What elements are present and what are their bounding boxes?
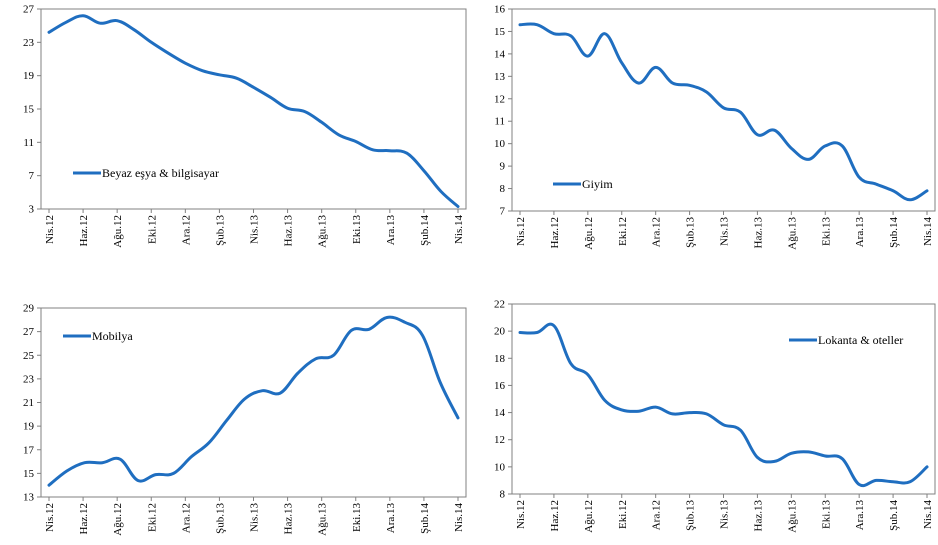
x-tick-label: Eki.13 [351, 215, 363, 245]
x-tick-label: Ağu.12 [583, 500, 595, 533]
x-tick-label: Ağu.12 [112, 503, 124, 536]
y-tick-label: 12 [494, 93, 505, 105]
y-tick-label: 15 [23, 468, 35, 480]
y-tick-label: 11 [23, 137, 34, 149]
x-tick-label: Şub.14 [419, 215, 431, 246]
y-tick-label: 20 [494, 326, 506, 338]
x-tick-label: Nis.14 [453, 215, 465, 245]
x-tick-label: Ağu.13 [786, 217, 798, 250]
x-tick-label: Ara.13 [385, 215, 397, 246]
legend-label: Giyim [582, 177, 613, 191]
x-tick-label: Ara.13 [854, 217, 866, 248]
x-tick-label: Ara.12 [180, 215, 192, 245]
y-tick-label: 7 [500, 206, 506, 218]
y-tick-label: 19 [23, 70, 35, 82]
x-tick-label: Eki.13 [351, 503, 363, 533]
x-tick-label: Şub.13 [214, 215, 226, 246]
x-tick-label: Ağu.13 [317, 503, 329, 536]
x-tick-label: Haz.12 [549, 217, 561, 248]
x-tick-label: Nis.13 [249, 215, 261, 245]
chart-panel-1: 3 7 11 15 19 23 27 Nis.12 Haz.12 Ağu.12 Eki.12 Ara.… [23, 4, 467, 248]
y-tick-label: 12 [494, 434, 505, 446]
y-tick-label: 23 [23, 373, 35, 385]
chart-panel-2: 7 8 9 10 11 12 13 14 15 16 Nis.12 Haz.12 Ağu.12 Eki.1… [494, 4, 936, 250]
y-tick-label: 19 [23, 421, 35, 433]
x-tick-label: Ağu.12 [583, 217, 595, 250]
chart-panel-4: 8 10 12 14 16 18 20 22 Nis.12 Haz.12 Ağu.12 Eki.12 A… [494, 299, 936, 533]
x-tick-label: Nis.13 [719, 500, 731, 530]
y-tick-label: 16 [494, 4, 506, 16]
chart-panel-3: 13 15 17 19 21 23 25 27 29 Nis.12 Haz.12 Ağu.12 Eki.… [23, 303, 467, 536]
x-tick-label: Eki.13 [820, 500, 832, 530]
x-tick-label: Nis.12 [515, 217, 527, 246]
y-tick-label: 15 [23, 104, 35, 116]
y-tick-label: 25 [23, 350, 35, 362]
y-tick-label: 8 [500, 489, 506, 501]
y-tick-label: 10 [494, 461, 506, 473]
x-tick-label: Eki.12 [146, 215, 158, 244]
series-line [518, 22, 929, 202]
y-tick-label: 16 [494, 380, 506, 392]
y-tick-label: 7 [29, 170, 35, 182]
x-tick-label: Nis.14 [922, 217, 934, 247]
x-tick-label: Ağu.13 [317, 215, 329, 248]
y-tick-label: 13 [494, 71, 506, 83]
y-tick-label: 10 [494, 138, 506, 150]
x-tick-label: Şub.14 [419, 503, 431, 534]
y-tick-label: 23 [23, 37, 35, 49]
y-tick-label: 21 [23, 397, 34, 409]
x-tick-label: Nis.14 [922, 500, 934, 530]
x-tick-label: Şub.13 [685, 500, 697, 531]
series-line [518, 322, 929, 488]
x-tick-label: Ağu.12 [112, 215, 124, 248]
x-tick-label: Haz.13 [283, 503, 295, 535]
x-tick-label: Nis.12 [44, 215, 56, 244]
y-tick-label: 13 [23, 492, 35, 504]
x-tick-label: Şub.13 [214, 503, 226, 534]
y-tick-label: 14 [494, 48, 506, 60]
series-line [47, 315, 460, 487]
x-tick-label: Eki.12 [617, 500, 629, 529]
x-tick-label: Haz.12 [549, 500, 561, 531]
x-tick-label: Nis.13 [719, 217, 731, 247]
y-tick-label: 27 [23, 326, 35, 338]
y-tick-label: 27 [23, 4, 35, 16]
legend-label: Mobilya [92, 329, 133, 343]
x-tick-label: Haz.12 [78, 503, 90, 534]
x-tick-label: Haz.13 [752, 500, 764, 532]
legend-label: Beyaz eşya & bilgisayar [102, 166, 219, 180]
x-tick-label: Şub.14 [888, 500, 900, 531]
legend-label: Lokanta & oteller [818, 333, 903, 347]
x-tick-label: Şub.14 [888, 217, 900, 248]
y-tick-label: 18 [494, 353, 506, 365]
x-tick-label: Ağu.13 [786, 500, 798, 533]
y-tick-label: 3 [29, 204, 35, 216]
x-tick-label: Şub.13 [685, 217, 697, 248]
x-tick-label: Nis.12 [44, 503, 56, 532]
x-tick-label: Ara.12 [651, 500, 663, 530]
series-line [47, 14, 460, 208]
x-tick-label: Eki.12 [146, 503, 158, 532]
x-tick-label: Ara.12 [180, 503, 192, 533]
x-tick-label: Ara.13 [385, 503, 397, 534]
y-tick-label: 29 [23, 303, 35, 315]
y-tick-label: 15 [494, 26, 506, 38]
x-tick-label: Nis.14 [453, 503, 465, 533]
x-tick-label: Eki.13 [820, 217, 832, 247]
x-tick-label: Haz.13 [752, 217, 764, 249]
x-tick-label: Ara.13 [854, 500, 866, 531]
x-tick-label: Nis.13 [249, 503, 261, 533]
x-tick-label: Eki.12 [617, 217, 629, 246]
y-tick-label: 22 [494, 299, 505, 311]
y-tick-label: 9 [500, 161, 506, 173]
y-tick-label: 11 [494, 116, 505, 128]
y-tick-label: 14 [494, 407, 506, 419]
y-tick-label: 17 [23, 444, 35, 456]
x-tick-label: Nis.12 [515, 500, 527, 529]
x-tick-label: Haz.12 [78, 215, 90, 246]
y-tick-label: 8 [500, 183, 506, 195]
x-tick-label: Haz.13 [283, 215, 295, 247]
x-tick-label: Ara.12 [651, 217, 663, 247]
